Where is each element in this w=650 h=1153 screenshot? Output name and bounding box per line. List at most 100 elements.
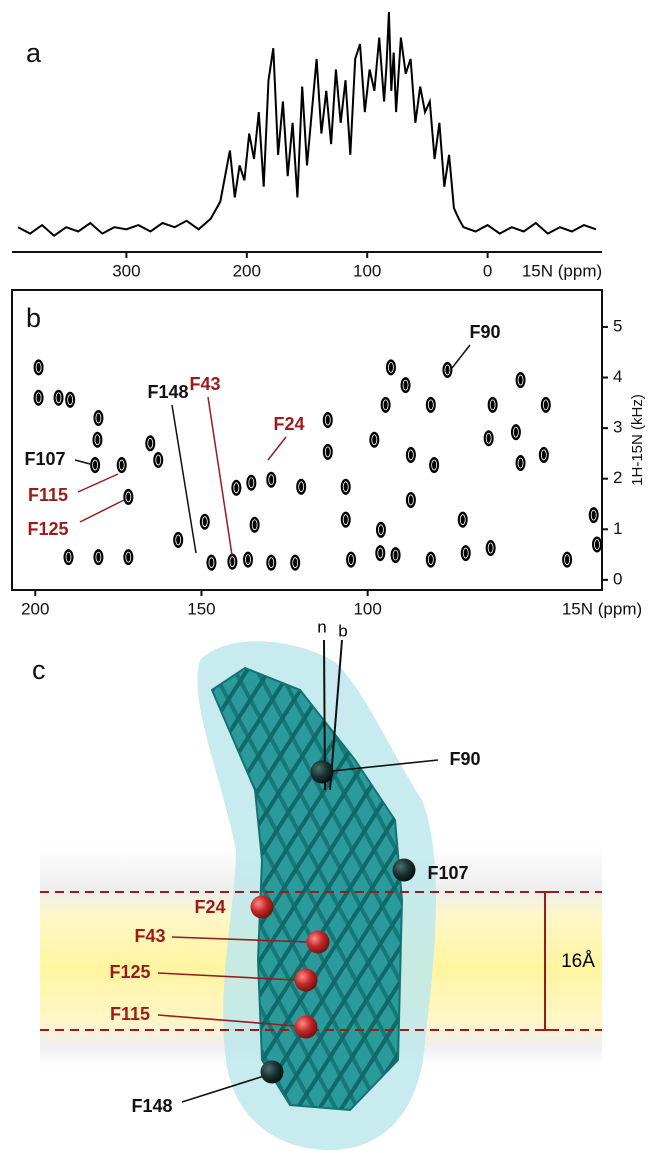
panel-label: c xyxy=(32,655,46,685)
strand xyxy=(598,650,650,1120)
strand xyxy=(212,668,306,1110)
strand xyxy=(244,668,402,1110)
strand xyxy=(212,668,322,1110)
peak-contour xyxy=(245,554,251,566)
residue-pointer xyxy=(331,759,439,772)
peak xyxy=(425,551,436,568)
peak xyxy=(442,361,453,378)
peak xyxy=(123,488,134,505)
peak xyxy=(322,443,333,460)
peak-contour xyxy=(298,481,305,493)
peak xyxy=(63,549,74,566)
peak-contour xyxy=(268,474,275,486)
residue-sphere xyxy=(260,1060,284,1084)
peak-contour xyxy=(444,364,451,376)
annotation-line xyxy=(77,473,119,493)
strand xyxy=(212,668,402,1110)
y-tick-label: 3 xyxy=(613,418,622,437)
annotation-line xyxy=(267,436,287,461)
peak-contour xyxy=(92,459,98,471)
peak xyxy=(153,451,164,468)
annotation: F90 xyxy=(469,322,500,342)
peak-contour xyxy=(487,542,494,554)
peak-contour xyxy=(35,362,42,373)
peak-contour xyxy=(248,477,255,489)
peak-contour xyxy=(55,392,62,404)
x-axis-label: 15N (ppm) xyxy=(562,599,642,618)
peak xyxy=(340,511,351,528)
peak xyxy=(290,554,301,571)
peak-contour xyxy=(431,459,438,471)
peak xyxy=(92,431,103,448)
axis-b-label: b xyxy=(338,621,347,640)
peak xyxy=(199,513,210,530)
residue-label: F24 xyxy=(194,897,225,917)
peak-contour xyxy=(485,432,492,444)
peak-contour xyxy=(208,557,215,569)
peak-contour xyxy=(594,539,600,550)
peak xyxy=(93,409,104,426)
peak xyxy=(405,491,416,508)
axis-b xyxy=(329,639,343,791)
barrel-outline xyxy=(210,666,404,1112)
peak xyxy=(592,536,603,553)
plot-frame xyxy=(11,289,603,591)
distance-bracket xyxy=(535,891,555,1031)
strand xyxy=(0,650,40,1120)
peak-contour xyxy=(462,547,469,559)
peak xyxy=(429,457,440,474)
peak-contour xyxy=(427,554,434,566)
x-tick-label: 300 xyxy=(112,261,140,280)
x-tick-label: 100 xyxy=(353,599,381,618)
peak xyxy=(206,554,217,571)
peak xyxy=(227,553,238,570)
peak-contour xyxy=(233,482,240,494)
panel-label: a xyxy=(26,38,42,68)
y-axis-label: 1H-15N (kHz) xyxy=(629,394,646,486)
peak-contour xyxy=(459,514,466,526)
strand xyxy=(288,668,402,1110)
x-tick-label: 100 xyxy=(353,261,381,280)
peak-contour xyxy=(407,449,414,461)
strand xyxy=(266,668,402,1110)
peak-contour xyxy=(513,426,519,438)
peak-contour xyxy=(94,434,101,446)
residues: F90 F107 F24 F43 F125 F115 F148 xyxy=(109,749,480,1116)
peak xyxy=(425,396,436,413)
peak xyxy=(249,516,260,533)
spectrum-line xyxy=(17,11,597,237)
peak-contour xyxy=(201,516,208,528)
peak xyxy=(540,396,551,413)
strand xyxy=(598,650,650,1120)
peak xyxy=(375,521,386,538)
peak-contour xyxy=(147,437,154,449)
annotation: F125 xyxy=(27,519,68,539)
residue-sphere xyxy=(306,930,330,954)
peak xyxy=(296,478,307,495)
strand xyxy=(620,650,650,1120)
peak xyxy=(173,531,184,548)
peak-contour xyxy=(407,494,414,506)
peak xyxy=(266,471,277,488)
strand xyxy=(212,668,350,1110)
residue-pointer xyxy=(157,972,296,981)
peak xyxy=(90,457,101,474)
distance-label: 16Å xyxy=(561,951,595,972)
annotation: F107 xyxy=(24,449,65,469)
strand xyxy=(266,668,402,1110)
y-tick-label: 5 xyxy=(613,316,622,335)
peak-contour xyxy=(324,446,331,458)
annotation-line xyxy=(451,344,471,369)
residue-label: F148 xyxy=(131,1096,172,1116)
annotation: F115 xyxy=(28,485,68,505)
residue-pointer xyxy=(181,1075,265,1103)
annotation-line xyxy=(207,396,233,556)
annotation-line xyxy=(171,404,197,554)
strand xyxy=(0,650,12,1120)
peak xyxy=(485,540,496,557)
annotation: F148 xyxy=(147,382,188,402)
residue-pointer xyxy=(157,1014,297,1027)
strand xyxy=(212,668,328,1110)
peak xyxy=(515,372,526,389)
